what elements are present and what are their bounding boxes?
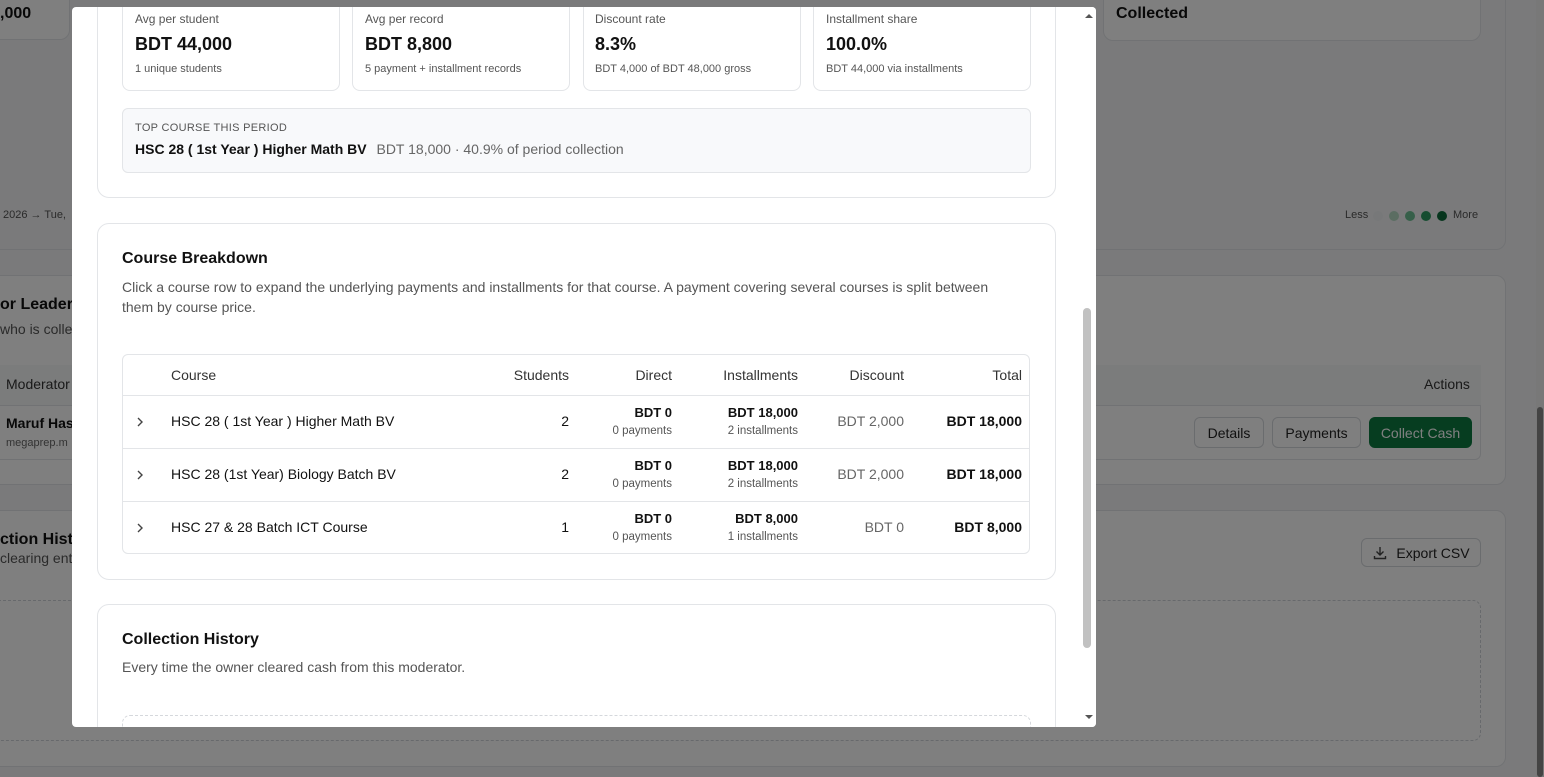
column-header: Students	[513, 367, 569, 383]
stat-value: BDT 8,800	[365, 34, 453, 54]
section-description: Every time the owner cleared cash from t…	[122, 659, 466, 675]
discount: BDT 0	[864, 519, 904, 535]
top-course-line: HSC 28 ( 1st Year ) Higher Math BV BDT 1…	[135, 141, 624, 157]
discount: BDT 2,000	[837, 413, 904, 429]
top-course-label: TOP COURSE THIS PERIOD	[135, 122, 288, 134]
direct-note: 0 payments	[612, 531, 672, 543]
top-course-box	[122, 108, 1031, 173]
course-name: HSC 28 ( 1st Year ) Higher Math BV	[171, 413, 395, 429]
stat-label: Discount rate	[595, 12, 666, 26]
top-course-name: HSC 28 ( 1st Year ) Higher Math BV	[135, 141, 367, 157]
students: 1	[561, 519, 569, 535]
column-header: Course	[171, 367, 217, 383]
stat-value: BDT 44,000	[135, 34, 233, 54]
stat-value: 100.0%	[826, 34, 888, 54]
stat-note: BDT 44,000 via installments	[826, 63, 963, 75]
stat-label: Installment share	[826, 12, 918, 26]
students: 2	[561, 466, 569, 482]
modal-scroll-thumb[interactable]	[1083, 308, 1091, 648]
column-header: Total	[992, 367, 1022, 383]
stat-note: 5 payment + installment records	[365, 63, 522, 75]
installments-note: 2 installments	[727, 478, 798, 490]
course-table: Course Students Direct Installments Disc…	[122, 354, 1030, 554]
installments-amount: BDT 18,000	[727, 458, 798, 473]
column-header: Discount	[849, 367, 904, 383]
direct-amount: BDT 0	[634, 405, 672, 420]
stat-note: BDT 4,000 of BDT 48,000 gross	[595, 63, 752, 75]
stat-card	[122, 7, 340, 91]
course-breakdown-section	[97, 223, 1056, 580]
modal: Avg per student BDT 44,000 1 unique stud…	[72, 7, 1096, 727]
students: 2	[561, 413, 569, 429]
installments-note: 2 installments	[727, 425, 798, 437]
expand-chevron[interactable]	[135, 416, 145, 428]
expand-chevron[interactable]	[135, 522, 145, 534]
expand-chevron[interactable]	[135, 469, 145, 481]
column-header: Installments	[723, 367, 798, 383]
installments-note: 1 installments	[727, 531, 798, 543]
stat-card	[583, 7, 801, 91]
column-header: Direct	[635, 367, 672, 383]
total: BDT 18,000	[946, 466, 1022, 482]
total: BDT 8,000	[954, 519, 1022, 535]
course-row[interactable]: HSC 28 ( 1st Year ) Higher Math BV 2 BDT 0…	[123, 395, 1029, 449]
installments-amount: BDT 8,000	[735, 511, 798, 526]
course-row[interactable]: HSC 27 & 28 Batch ICT Course 1 BDT 0 0 paym…	[123, 501, 1029, 553]
stat-value: 8.3%	[595, 34, 637, 54]
direct-amount: BDT 0	[634, 458, 672, 473]
stat-card	[813, 7, 1031, 91]
top-course-detail: BDT 18,000 · 40.9% of period collection	[376, 141, 624, 157]
direct-note: 0 payments	[612, 425, 672, 437]
section-title: Collection History	[122, 631, 259, 648]
stat-note: 1 unique students	[135, 63, 222, 75]
course-name: HSC 27 & 28 Batch ICT Course	[171, 519, 368, 535]
stat-label: Avg per record	[365, 12, 444, 26]
direct-note: 0 payments	[612, 478, 672, 490]
section-description: Click a course row to expand the underly…	[122, 279, 989, 315]
stat-card	[352, 7, 570, 91]
installments-amount: BDT 18,000	[727, 405, 798, 420]
course-name: HSC 28 (1st Year) Biology Batch BV	[171, 466, 396, 482]
scroll-down-arrow[interactable]	[1082, 712, 1096, 722]
history-empty-box	[122, 715, 1031, 727]
section-title: Course Breakdown	[122, 250, 268, 267]
total: BDT 18,000	[946, 413, 1022, 429]
collection-history-section	[97, 604, 1056, 727]
stat-label: Avg per student	[135, 12, 219, 26]
discount: BDT 2,000	[837, 466, 904, 482]
course-row[interactable]: HSC 28 (1st Year) Biology Batch BV 2 BDT 0…	[123, 448, 1029, 502]
scroll-up-arrow[interactable]	[1082, 11, 1096, 21]
direct-amount: BDT 0	[634, 511, 672, 526]
